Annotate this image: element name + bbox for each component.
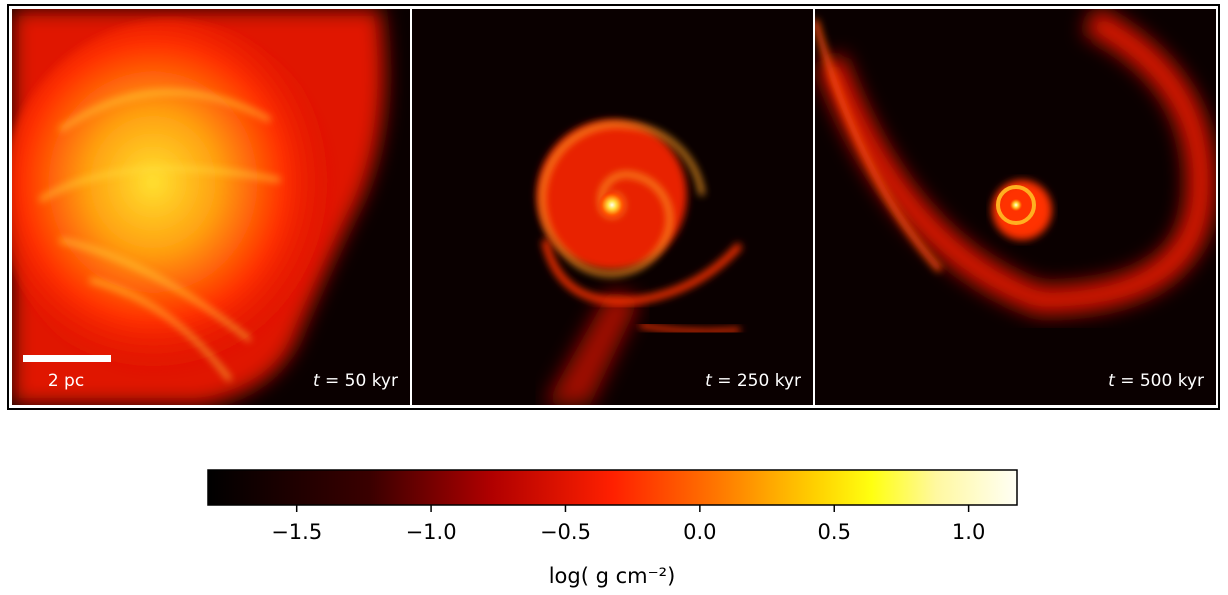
colorbar: log( g cm⁻²) −1.5 −1.0 −0.5 0.0 0.5 1.0	[208, 470, 1017, 588]
panel-label: t = 500 kyr	[1108, 371, 1204, 391]
figure: 2 pc log( g cm⁻²) −1.5−1.0−0.50.00.51.0 …	[0, 0, 1228, 595]
tick-label: −1.0	[406, 520, 457, 544]
panel-label: t = 250 kyr	[705, 371, 801, 391]
label-text: = 50 kyr	[320, 371, 398, 391]
tick-label: 0.5	[818, 520, 851, 544]
label-text: = 500 kyr	[1115, 371, 1204, 391]
tick-label: −0.5	[540, 520, 591, 544]
tick-label: 0.0	[683, 520, 716, 544]
panel-label: t = 50 kyr	[313, 371, 398, 391]
colorbar-label: log( g cm⁻²)	[549, 564, 676, 588]
tick-label: 1.0	[952, 520, 985, 544]
panel-image	[0, 9, 410, 405]
panel-image	[815, 9, 1216, 405]
tick-label: −1.5	[271, 520, 322, 544]
label-text: = 250 kyr	[712, 371, 801, 391]
panel-image	[412, 9, 813, 405]
scale-bar	[23, 355, 111, 362]
scale-bar-label: 2 pc	[48, 371, 84, 391]
